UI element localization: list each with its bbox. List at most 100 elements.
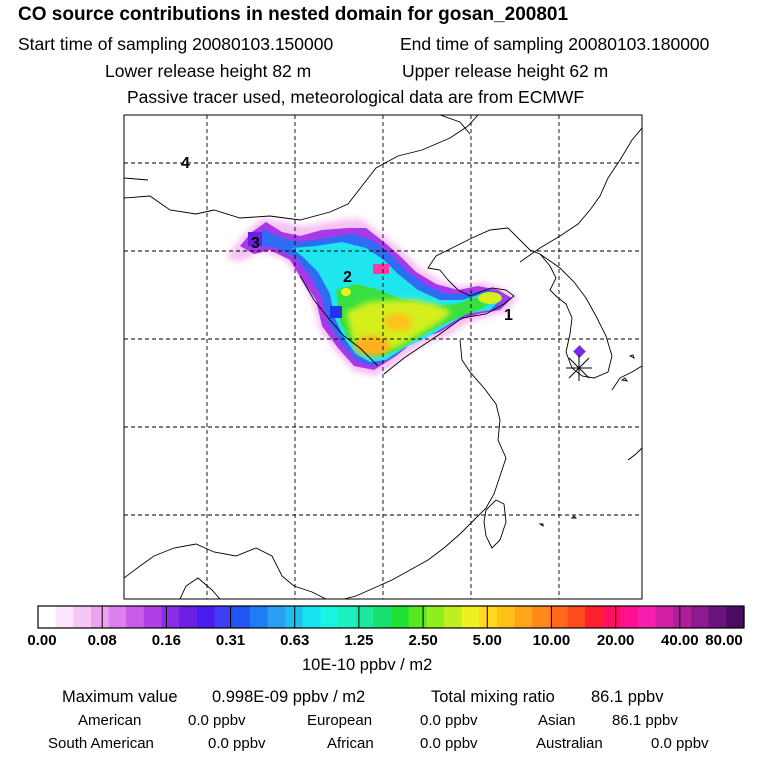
colorbar-tick-label-0: 0.00 bbox=[27, 632, 57, 649]
colorbar-cell-20 bbox=[391, 606, 410, 628]
colorbar-cell-35 bbox=[655, 606, 674, 628]
colorbar-cell-19 bbox=[373, 606, 392, 628]
colorbar-cell-31 bbox=[585, 606, 604, 628]
colorbar-tick-label-9: 20.00 bbox=[596, 632, 635, 649]
receptor-star-icon bbox=[566, 355, 592, 381]
colorbar-cell-38 bbox=[708, 606, 727, 628]
colorbar-major-ticks bbox=[101, 606, 681, 628]
source-name-south-american: South American bbox=[48, 735, 154, 752]
colorbar-cell-7 bbox=[161, 606, 180, 628]
chart-title: CO source contributions in nested domain… bbox=[18, 4, 569, 25]
colorbar-cell-32 bbox=[602, 606, 622, 628]
tracer-label: Passive tracer used, meteorological data… bbox=[127, 87, 585, 107]
colorbar-tick-label-6: 2.50 bbox=[408, 632, 438, 649]
colorbar-cell-1 bbox=[55, 606, 74, 628]
colorbar-tick-label-4: 0.63 bbox=[280, 632, 310, 649]
colorbar-cell-17 bbox=[338, 606, 357, 628]
plume-spot-purple-3 bbox=[248, 232, 262, 246]
region-label-3: 3 bbox=[251, 235, 260, 252]
colorbar-cell-18 bbox=[355, 606, 374, 628]
colorbar-cell-12 bbox=[249, 606, 269, 628]
source-name-american: American bbox=[78, 712, 142, 729]
plume-core-yellow-east bbox=[478, 292, 502, 304]
coast-japan bbox=[611, 365, 642, 461]
source-value-australian: 0.0 ppbv bbox=[651, 735, 709, 752]
source-value-european: 0.0 ppbv bbox=[420, 712, 478, 729]
colorbar-tick-label-10: 40.00 bbox=[661, 632, 699, 649]
plume-spot-magenta bbox=[373, 264, 389, 274]
map-plot-area: 1 2 3 4 bbox=[124, 115, 642, 599]
colorbar-cell-8 bbox=[179, 606, 198, 628]
colorbar-cell-2 bbox=[73, 606, 92, 628]
colorbar-cell-27 bbox=[514, 606, 533, 628]
colorbar-cell-26 bbox=[496, 606, 516, 628]
lower-release-label: Lower release height 82 m bbox=[105, 61, 312, 81]
map-frame bbox=[123, 114, 643, 600]
colorbar-cell-24 bbox=[461, 606, 480, 628]
colorbar-cell-16 bbox=[320, 606, 339, 628]
colorbar-tick-label-8: 10.00 bbox=[532, 632, 571, 649]
colorbar-cell-11 bbox=[232, 606, 251, 628]
plume-core-orange-2 bbox=[384, 313, 412, 331]
border-mongolia-north bbox=[124, 115, 479, 221]
colorbar-unit-label: 10E-10 ppbv / m2 bbox=[302, 656, 433, 674]
colorbar-tick-label-11: 80.00 bbox=[705, 632, 743, 649]
border-inner-2 bbox=[179, 577, 221, 599]
island-islets bbox=[538, 354, 635, 527]
region-label-4: 4 bbox=[181, 155, 190, 172]
region-label-2: 2 bbox=[343, 269, 352, 286]
colorbar-tick-label-3: 0.31 bbox=[215, 632, 246, 649]
colorbar-cell-23 bbox=[443, 606, 463, 628]
colorbar-cell-34 bbox=[638, 606, 657, 628]
border-inner-1 bbox=[124, 543, 327, 599]
source-name-african: African bbox=[327, 735, 374, 752]
colorbar-cell-5 bbox=[126, 606, 145, 628]
sampling-start-label: Start time of sampling 20080103.150000 bbox=[18, 34, 334, 54]
colorbar-cell-30 bbox=[567, 606, 586, 628]
border-manchuria bbox=[124, 115, 642, 263]
colorbar-tick-label-2: 0.16 bbox=[151, 632, 181, 649]
max-value: 0.998E-09 ppbv / m2 bbox=[212, 688, 366, 706]
source-name-asian: Asian bbox=[538, 712, 576, 729]
source-value-asian: 86.1 ppbv bbox=[612, 712, 678, 729]
source-value-south-american: 0.0 ppbv bbox=[208, 735, 266, 752]
colorbar-cell-15 bbox=[302, 606, 321, 628]
colorbar-cell-13 bbox=[267, 606, 286, 628]
colorbar-cell-4 bbox=[108, 606, 127, 628]
colorbar-cell-25 bbox=[479, 606, 498, 628]
plume-spot-blue bbox=[330, 306, 342, 318]
colorbar-cell-21 bbox=[408, 606, 427, 628]
colorbar-cell-3 bbox=[90, 606, 110, 628]
river-yellow bbox=[299, 275, 379, 367]
sampling-end-label: End time of sampling 20080103.180000 bbox=[400, 34, 710, 54]
upper-release-label: Upper release height 62 m bbox=[402, 61, 609, 81]
colorbar-cell-22 bbox=[426, 606, 445, 628]
colorbar-cell-6 bbox=[143, 606, 163, 628]
colorbar-cell-36 bbox=[673, 606, 692, 628]
colorbar bbox=[38, 606, 745, 628]
coastlines bbox=[124, 115, 642, 599]
colorbar-cell-33 bbox=[620, 606, 639, 628]
colorbar-frame bbox=[37, 605, 745, 629]
source-name-australian: Australian bbox=[536, 735, 603, 752]
map-grid bbox=[124, 115, 642, 599]
colorbar-tick-label-7: 5.00 bbox=[472, 632, 502, 649]
colorbar-cell-28 bbox=[532, 606, 551, 628]
colorbar-cell-14 bbox=[285, 606, 304, 628]
region-label-1: 1 bbox=[504, 307, 513, 324]
source-value-african: 0.0 ppbv bbox=[420, 735, 478, 752]
source-value-american: 0.0 ppbv bbox=[188, 712, 246, 729]
colorbar-tick-label-1: 0.08 bbox=[87, 632, 117, 649]
colorbar-cell-37 bbox=[691, 606, 710, 628]
total-mixing-value: 86.1 ppbv bbox=[591, 688, 664, 706]
colorbar-cell-39 bbox=[726, 606, 745, 628]
coast-china-east bbox=[343, 339, 507, 599]
plume-spot-yellow bbox=[341, 288, 351, 296]
source-name-european: European bbox=[307, 712, 373, 729]
coast-taiwan bbox=[483, 499, 507, 549]
colorbar-tick-label-5: 1.25 bbox=[344, 632, 374, 649]
colorbar-cell-10 bbox=[214, 606, 233, 628]
plume-heatmap bbox=[226, 218, 586, 376]
max-value-label: Maximum value bbox=[62, 688, 178, 706]
